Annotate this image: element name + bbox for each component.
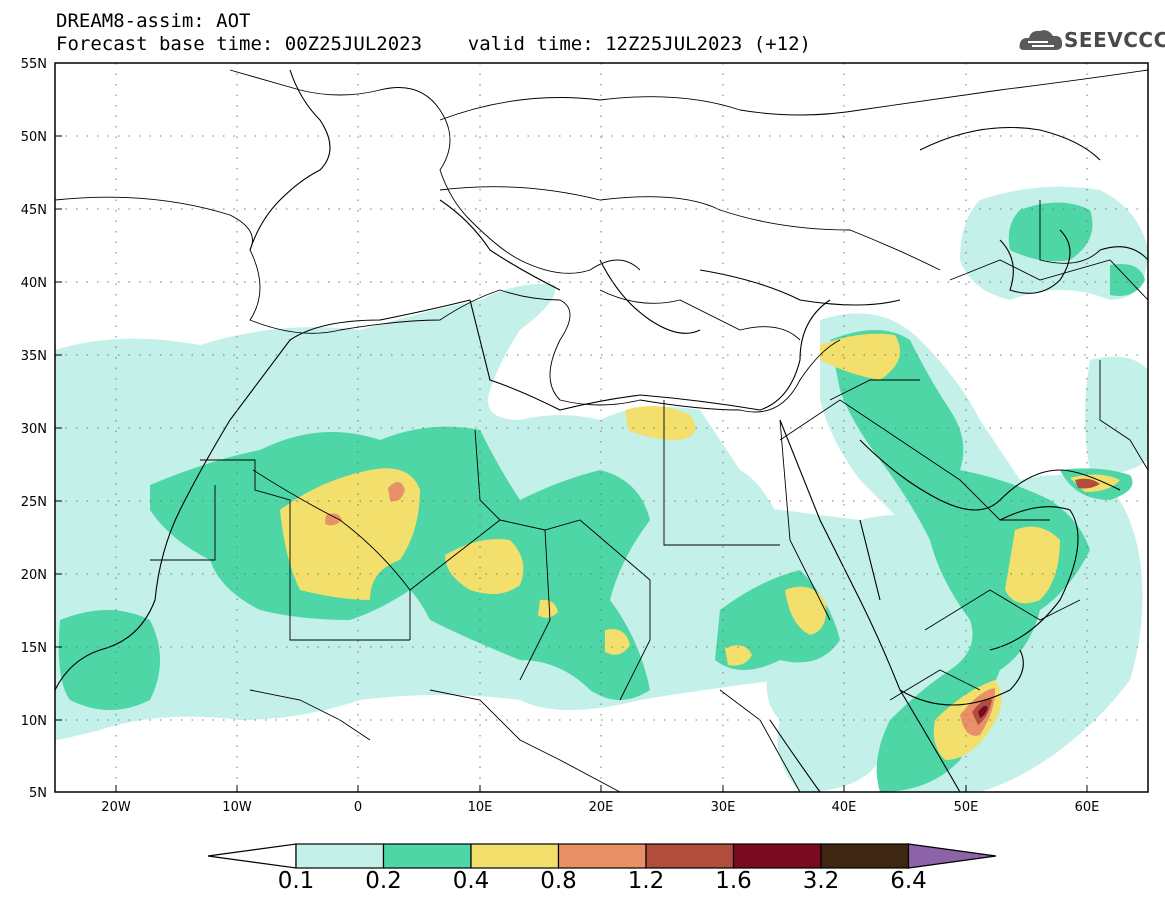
- forecast-times: Forecast base time: 00Z25JUL2023 valid t…: [56, 33, 811, 55]
- colorbar-label: 6.4: [890, 868, 927, 894]
- lon-tick-label: 10W: [222, 800, 252, 815]
- colorbar-segment-6: [732, 843, 822, 869]
- colorbar: [207, 843, 997, 869]
- lon-tick-label: 20W: [101, 800, 131, 815]
- colorbar-label: 1.2: [627, 868, 665, 894]
- cloud-logo-icon: [1019, 30, 1063, 50]
- lat-tick-label: 30N: [21, 422, 47, 437]
- lon-tick-label: 0: [354, 800, 362, 815]
- colorbar-segment-0: [207, 843, 297, 869]
- lon-tick-label: 10E: [468, 800, 493, 815]
- lon-tick-label: 20E: [589, 800, 614, 815]
- colorbar-segment-1: [295, 843, 385, 869]
- lat-tick-label: 15N: [21, 641, 47, 656]
- colorbar-segment-7: [820, 843, 910, 869]
- axis-ticks: [55, 62, 1088, 792]
- lon-labels: 20W 10W 0 10E 20E 30E 40E 50E 60E: [101, 800, 1099, 815]
- lat-tick-label: 35N: [21, 349, 47, 364]
- logo-text: SEEVCCC: [1064, 28, 1165, 52]
- lat-tick-label: 5N: [29, 786, 47, 801]
- lat-tick-label: 55N: [21, 57, 47, 72]
- lon-tick-label: 40E: [832, 800, 857, 815]
- lon-tick-label: 50E: [954, 800, 979, 815]
- lat-tick-label: 20N: [21, 568, 47, 583]
- colorbar-label: 0.2: [365, 868, 402, 894]
- lat-tick-label: 45N: [21, 203, 47, 218]
- lat-tick-label: 50N: [21, 130, 47, 145]
- lat-tick-label: 10N: [21, 714, 47, 729]
- aot-level-0.4: [280, 333, 1120, 760]
- colorbar-label: 0.4: [452, 868, 490, 894]
- lat-tick-label: 40N: [21, 276, 47, 291]
- aot-contours: [55, 186, 1148, 792]
- lon-tick-label: 30E: [711, 800, 736, 815]
- colorbar-label: 1.6: [715, 868, 752, 894]
- lon-tick-label: 60E: [1075, 800, 1100, 815]
- lat-labels: 55N 50N 45N 40N 35N 30N 25N 20N 15N 10N …: [21, 57, 47, 801]
- colorbar-label: 0.1: [277, 868, 315, 894]
- chart-title: DREAM8-assim: AOT: [56, 10, 251, 32]
- colorbar-segment-8: [907, 843, 997, 869]
- colorbar-segment-2: [382, 843, 472, 869]
- colorbar-label: 0.8: [540, 868, 577, 894]
- colorbar-segment-3: [470, 843, 560, 869]
- coastlines: [55, 69, 1148, 792]
- graticule: [55, 63, 1148, 792]
- lat-tick-label: 25N: [21, 495, 47, 510]
- colorbar-labels: 0.1 0.2 0.4 0.8 1.2 1.6 3.2 6.4: [0, 868, 1165, 898]
- colorbar-segment-4: [557, 843, 647, 869]
- colorbar-label: 3.2: [802, 868, 840, 894]
- colorbar-segment-5: [645, 843, 735, 869]
